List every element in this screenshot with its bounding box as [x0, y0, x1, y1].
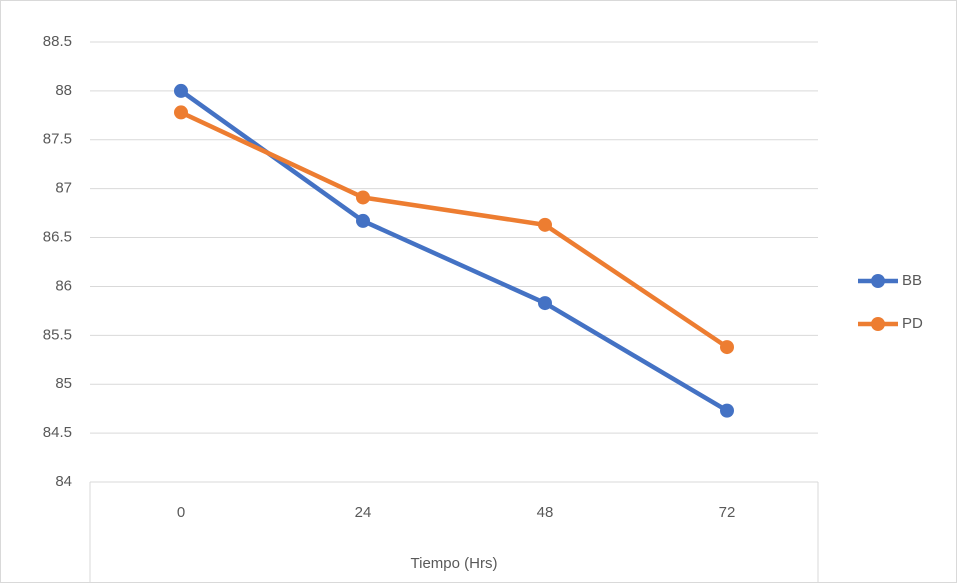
data-point	[538, 217, 552, 232]
x-tick-label: 0	[177, 504, 185, 521]
data-point	[174, 83, 188, 98]
y-tick-label: 85	[55, 375, 72, 392]
data-point	[356, 213, 370, 228]
x-tick-label: 48	[537, 504, 554, 521]
y-tick-label: 86	[55, 277, 72, 294]
x-tick-label: 72	[719, 504, 736, 521]
data-point	[720, 340, 734, 355]
y-tick-label: 86.5	[43, 229, 72, 246]
y-tick-label: 85.5	[43, 326, 72, 343]
data-point	[174, 105, 188, 120]
legend-label: BB	[902, 272, 922, 289]
data-point	[720, 403, 734, 418]
y-tick-label: 84.5	[43, 424, 72, 441]
y-tick-label: 87	[55, 180, 72, 197]
y-tick-label: 88	[55, 82, 72, 99]
legend-label: PD	[902, 315, 923, 332]
data-point	[356, 190, 370, 205]
legend-marker	[871, 274, 885, 288]
series-line	[180, 110, 729, 349]
y-tick-label: 87.5	[43, 131, 72, 148]
x-tick-label: 24	[355, 504, 372, 521]
y-tick-label: 84	[55, 473, 72, 490]
y-tick-label: 88.5	[43, 33, 72, 50]
data-point	[538, 296, 552, 311]
legend-marker	[871, 317, 885, 331]
x-axis-title: Tiempo (Hrs)	[411, 555, 498, 572]
